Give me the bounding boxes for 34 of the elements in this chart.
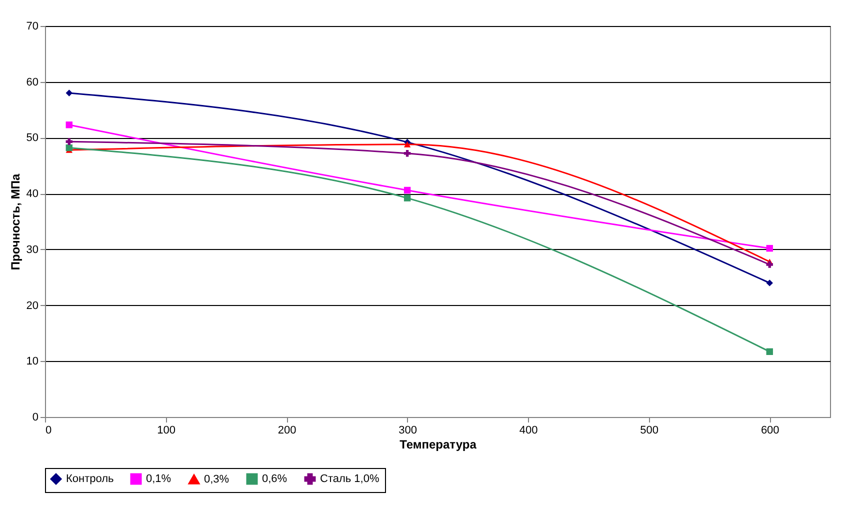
point xyxy=(404,150,411,157)
legend-label: 0,6% xyxy=(262,473,288,485)
y-axis-title: Прочность, МПа xyxy=(8,174,22,270)
x-tick-label: 500 xyxy=(640,424,659,436)
legend-label: 0,1% xyxy=(146,473,172,485)
x-tick-label: 200 xyxy=(278,424,296,436)
point xyxy=(66,144,73,152)
y-tick-label: 40 xyxy=(26,188,38,200)
point xyxy=(766,280,773,286)
point xyxy=(66,138,73,145)
legend-label: Контроль xyxy=(66,473,114,485)
x-tick-label: 600 xyxy=(760,424,780,436)
y-tick-label: 20 xyxy=(26,300,38,312)
legend-label: Сталь 1,0% xyxy=(320,473,380,485)
y-tick-label: 60 xyxy=(26,76,38,88)
point xyxy=(404,194,411,202)
x-tick-label: 400 xyxy=(519,424,538,436)
y-tick-label: 50 xyxy=(26,132,38,144)
x-tick-label: 100 xyxy=(157,424,176,436)
x-tick-label: 0 xyxy=(46,424,52,436)
point xyxy=(66,122,73,128)
point xyxy=(404,186,411,194)
legend-label: 0,3% xyxy=(204,473,230,486)
point xyxy=(766,244,773,252)
y-tick-label: 30 xyxy=(26,244,38,256)
y-tick-label: 70 xyxy=(26,20,38,32)
y-tick-label: 10 xyxy=(26,356,38,368)
point xyxy=(404,142,411,148)
point xyxy=(766,348,773,355)
point xyxy=(66,90,73,96)
x-axis-title: Температура xyxy=(400,438,477,452)
x-tick-label: 300 xyxy=(398,424,417,436)
y-tick-label: 0 xyxy=(32,412,38,424)
point xyxy=(766,261,773,268)
